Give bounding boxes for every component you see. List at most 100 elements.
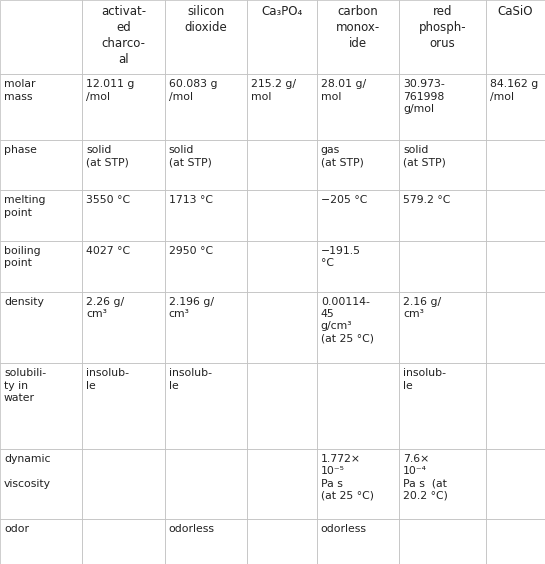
Text: activat-
ed
charco-
al: activat- ed charco- al	[101, 5, 146, 66]
Text: 2.26 g/
cm³: 2.26 g/ cm³	[87, 297, 124, 319]
Bar	[0, 241, 82, 292]
Text: 215.2 g/
mol: 215.2 g/ mol	[251, 79, 296, 102]
Text: molar
mass: molar mass	[4, 79, 35, 102]
Bar	[317, 140, 399, 190]
Text: gas
(at STP): gas (at STP)	[321, 145, 364, 167]
Text: −191.5
°C: −191.5 °C	[321, 246, 361, 268]
Text: dynamic

viscosity: dynamic viscosity	[4, 454, 51, 488]
Bar	[247, 363, 317, 449]
Bar	[165, 140, 247, 190]
Bar	[486, 140, 545, 190]
Bar	[82, 140, 165, 190]
Bar	[399, 0, 486, 74]
Bar	[486, 292, 545, 363]
Text: solubili-
ty in
water: solubili- ty in water	[4, 368, 46, 403]
Bar	[399, 519, 486, 564]
Text: 0.00114-
45
g/cm³
(at 25 °C): 0.00114- 45 g/cm³ (at 25 °C)	[321, 297, 374, 344]
Text: 2.196 g/
cm³: 2.196 g/ cm³	[169, 297, 214, 319]
Bar	[317, 519, 399, 564]
Text: insolub-
le: insolub- le	[169, 368, 212, 391]
Bar	[165, 190, 247, 241]
Bar	[247, 74, 317, 140]
Text: Ca₃PO₄: Ca₃PO₄	[262, 5, 302, 18]
Bar	[399, 190, 486, 241]
Bar	[82, 292, 165, 363]
Bar	[165, 519, 247, 564]
Bar	[165, 0, 247, 74]
Bar	[0, 74, 82, 140]
Bar	[399, 140, 486, 190]
Bar	[486, 241, 545, 292]
Bar	[82, 363, 165, 449]
Bar	[399, 74, 486, 140]
Bar	[82, 519, 165, 564]
Bar	[317, 363, 399, 449]
Text: 1.772×
10⁻⁵
Pa s
(at 25 °C): 1.772× 10⁻⁵ Pa s (at 25 °C)	[321, 454, 374, 501]
Text: 60.083 g
/mol: 60.083 g /mol	[169, 79, 217, 102]
Bar	[317, 449, 399, 519]
Text: melting
point: melting point	[4, 195, 45, 218]
Text: 2.16 g/
cm³: 2.16 g/ cm³	[403, 297, 441, 319]
Bar	[82, 190, 165, 241]
Bar	[247, 449, 317, 519]
Text: solid
(at STP): solid (at STP)	[87, 145, 129, 167]
Bar	[82, 0, 165, 74]
Text: 2950 °C: 2950 °C	[169, 246, 213, 256]
Bar	[82, 241, 165, 292]
Bar	[317, 292, 399, 363]
Bar	[317, 74, 399, 140]
Text: insolub-
le: insolub- le	[403, 368, 446, 391]
Text: odorless: odorless	[321, 523, 367, 534]
Bar	[399, 449, 486, 519]
Bar	[0, 363, 82, 449]
Text: solid
(at STP): solid (at STP)	[169, 145, 211, 167]
Bar	[317, 241, 399, 292]
Text: carbon
monox-
ide: carbon monox- ide	[336, 5, 380, 50]
Bar	[82, 449, 165, 519]
Bar	[317, 0, 399, 74]
Text: boiling
point: boiling point	[4, 246, 41, 268]
Bar	[0, 140, 82, 190]
Bar	[165, 241, 247, 292]
Bar	[165, 292, 247, 363]
Text: 4027 °C: 4027 °C	[87, 246, 130, 256]
Bar	[247, 292, 317, 363]
Bar	[0, 292, 82, 363]
Text: odor: odor	[4, 523, 29, 534]
Bar	[165, 449, 247, 519]
Text: density: density	[4, 297, 44, 307]
Text: silicon
dioxide: silicon dioxide	[185, 5, 227, 34]
Text: 12.011 g
/mol: 12.011 g /mol	[87, 79, 135, 102]
Text: phase: phase	[4, 145, 37, 155]
Bar	[247, 519, 317, 564]
Bar	[0, 190, 82, 241]
Bar	[165, 363, 247, 449]
Bar	[486, 0, 545, 74]
Bar	[165, 74, 247, 140]
Text: red
phosph-
orus: red phosph- orus	[419, 5, 467, 50]
Bar	[247, 140, 317, 190]
Bar	[0, 449, 82, 519]
Bar	[82, 74, 165, 140]
Text: 1713 °C: 1713 °C	[169, 195, 213, 205]
Bar	[399, 292, 486, 363]
Text: 7.6×
10⁻⁴
Pa s  (at
20.2 °C): 7.6× 10⁻⁴ Pa s (at 20.2 °C)	[403, 454, 448, 501]
Text: 30.973-
761998
g/mol: 30.973- 761998 g/mol	[403, 79, 445, 114]
Text: insolub-
le: insolub- le	[87, 368, 129, 391]
Bar	[317, 190, 399, 241]
Text: CaSiO: CaSiO	[498, 5, 533, 18]
Text: 579.2 °C: 579.2 °C	[403, 195, 451, 205]
Text: odorless: odorless	[169, 523, 215, 534]
Bar	[486, 363, 545, 449]
Bar	[0, 0, 82, 74]
Text: −205 °C: −205 °C	[321, 195, 367, 205]
Text: solid
(at STP): solid (at STP)	[403, 145, 446, 167]
Bar	[247, 241, 317, 292]
Bar	[399, 241, 486, 292]
Bar	[486, 74, 545, 140]
Bar	[486, 449, 545, 519]
Bar	[486, 190, 545, 241]
Bar	[0, 519, 82, 564]
Bar	[486, 519, 545, 564]
Text: 3550 °C: 3550 °C	[87, 195, 130, 205]
